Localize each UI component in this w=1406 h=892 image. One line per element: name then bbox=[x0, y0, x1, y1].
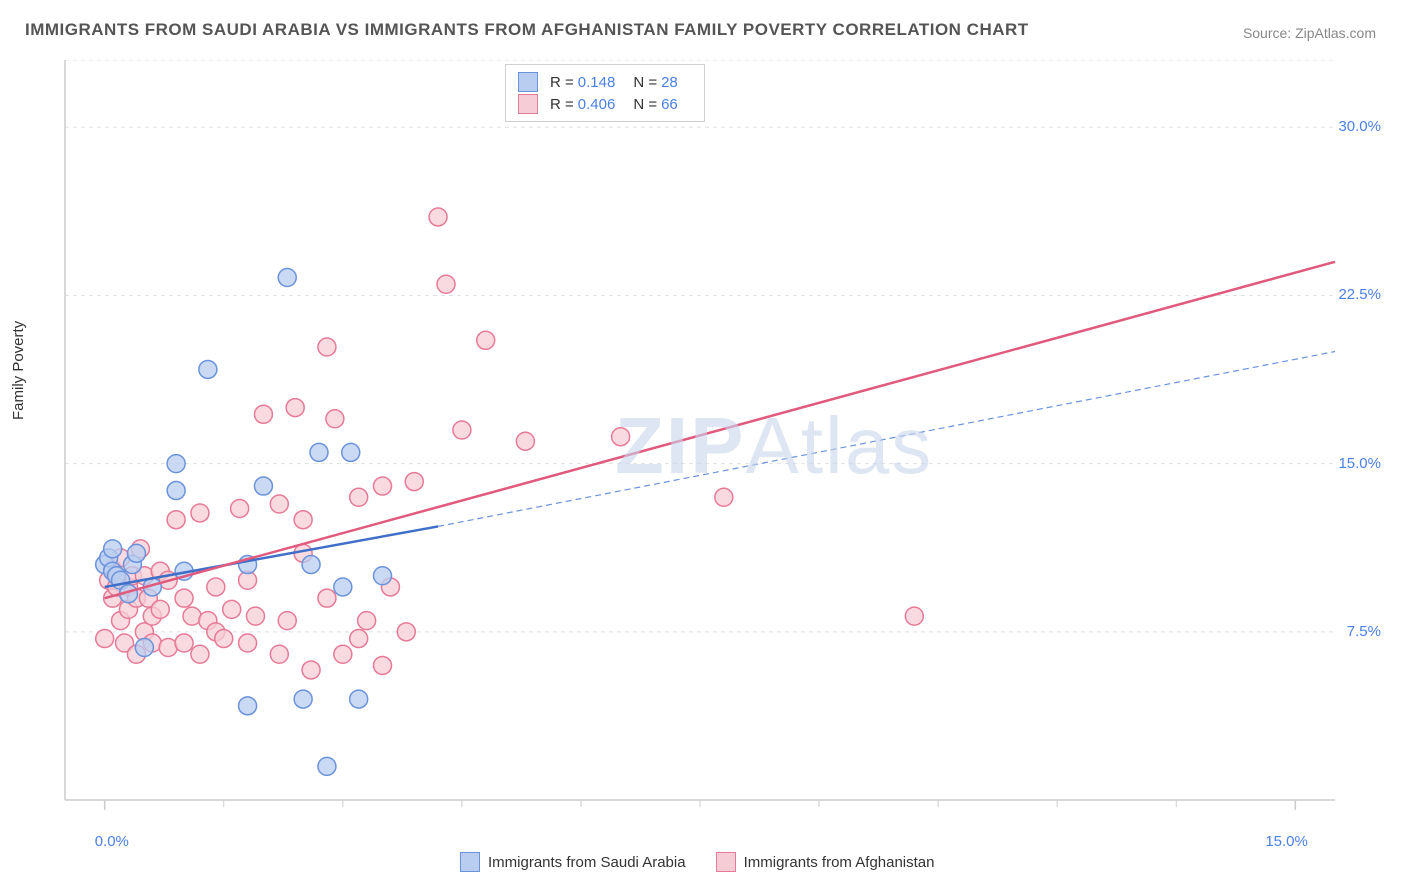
y-tick-label: 22.5% bbox=[1338, 286, 1381, 303]
r-value-saudi: 0.148 bbox=[578, 74, 616, 91]
source-label: Source: bbox=[1243, 25, 1295, 41]
y-tick-label: 15.0% bbox=[1338, 455, 1381, 472]
n-value-saudi: 28 bbox=[661, 74, 678, 91]
legend-row-saudi: R = 0.148 N = 28 bbox=[518, 71, 692, 93]
x-tick-label: 0.0% bbox=[95, 833, 129, 850]
source-attribution: Source: ZipAtlas.com bbox=[1243, 25, 1376, 41]
y-axis-label: Family Poverty bbox=[10, 321, 27, 420]
series-legend: Immigrants from Saudi Arabia Immigrants … bbox=[430, 852, 935, 872]
legend-swatch-saudi bbox=[518, 72, 538, 92]
scatter-chart bbox=[55, 60, 1365, 830]
y-tick-label: 7.5% bbox=[1347, 623, 1381, 640]
legend-swatch-afghan bbox=[518, 94, 538, 114]
legend-swatch-afghan-bottom bbox=[716, 852, 736, 872]
series-label-saudi: Immigrants from Saudi Arabia bbox=[488, 854, 686, 871]
legend-row-afghan: R = 0.406 N = 66 bbox=[518, 93, 692, 115]
x-tick-label: 15.0% bbox=[1265, 833, 1308, 850]
series-label-afghan: Immigrants from Afghanistan bbox=[744, 854, 935, 871]
r-label: R = bbox=[550, 96, 574, 113]
correlation-legend: R = 0.148 N = 28 R = 0.406 N = 66 bbox=[505, 64, 705, 122]
n-label: N = bbox=[633, 96, 657, 113]
r-label: R = bbox=[550, 74, 574, 91]
chart-title: IMMIGRANTS FROM SAUDI ARABIA VS IMMIGRAN… bbox=[25, 20, 1029, 40]
n-label: N = bbox=[633, 74, 657, 91]
legend-swatch-saudi-bottom bbox=[460, 852, 480, 872]
n-value-afghan: 66 bbox=[661, 96, 678, 113]
y-tick-label: 30.0% bbox=[1338, 118, 1381, 135]
source-link[interactable]: ZipAtlas.com bbox=[1295, 25, 1376, 41]
r-value-afghan: 0.406 bbox=[578, 96, 616, 113]
chart-container: ZIPAtlas R = 0.148 N = 28 R = 0.406 N = … bbox=[55, 60, 1365, 830]
